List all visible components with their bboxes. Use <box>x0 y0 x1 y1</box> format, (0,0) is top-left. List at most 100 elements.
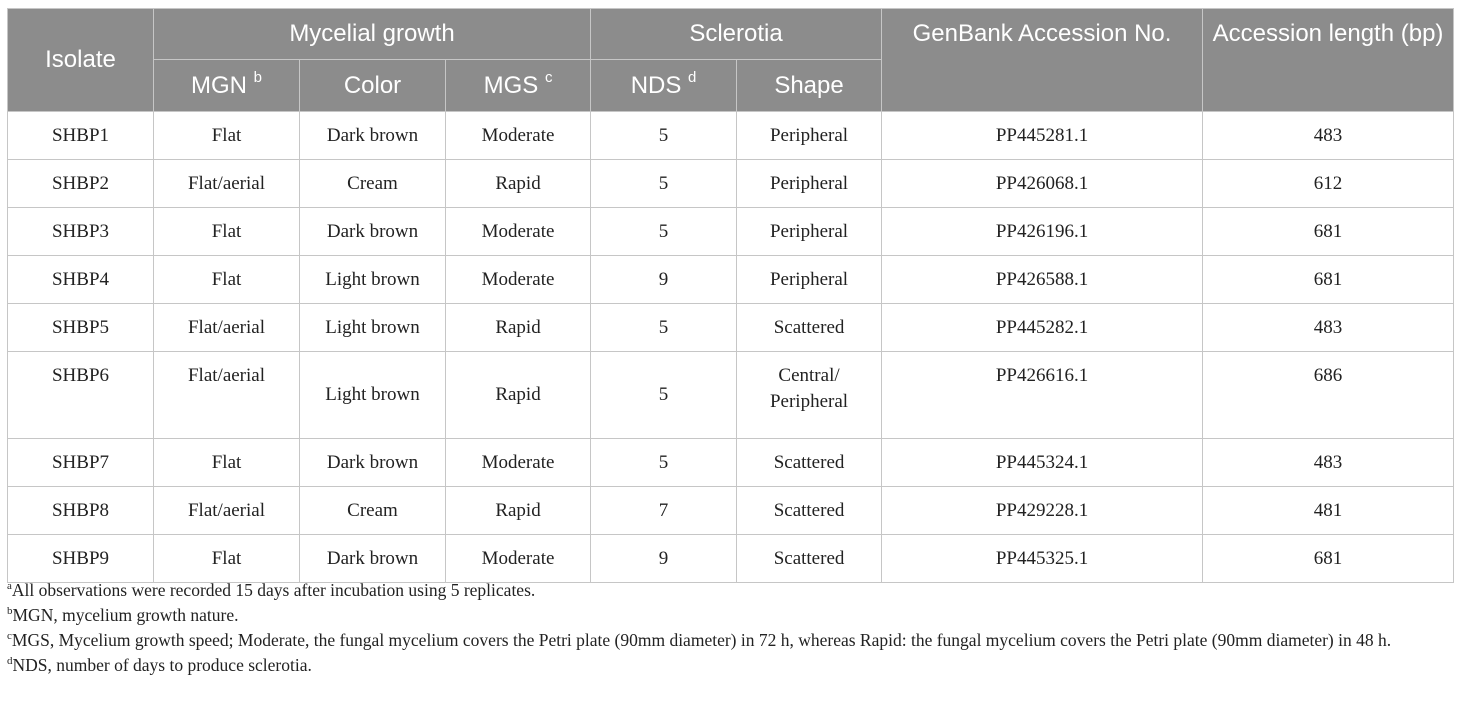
cell-color: Cream <box>299 159 446 208</box>
header-isolate: Isolate <box>7 8 154 112</box>
footnote: aAll observations were recorded 15 days … <box>7 578 1453 603</box>
cell-mgs: Moderate <box>444 255 592 304</box>
cell-genbank: PP429228.1 <box>881 486 1204 535</box>
table-row: SHBP6 Flat/aerial Light brown Rapid 5 Ce… <box>7 351 1455 439</box>
cell-mgn: Flat/aerial <box>153 159 300 208</box>
table-container: Isolate Mycelial growth Sclerotia GenBan… <box>7 8 1455 583</box>
cell-mgs: Moderate <box>444 207 592 256</box>
footnote: cMGS, Mycelium growth speed; Moderate, t… <box>7 628 1453 653</box>
cell-isolate: SHBP9 <box>7 534 154 583</box>
cell-mgs: Rapid <box>444 159 592 208</box>
cell-nds: 9 <box>590 255 738 304</box>
cell-shape: Scattered <box>736 438 883 487</box>
cell-genbank: PP445324.1 <box>881 438 1204 487</box>
cell-isolate: SHBP6 <box>7 351 154 439</box>
table-row: SHBP1 Flat Dark brown Moderate 5 Periphe… <box>7 111 1455 160</box>
header-mgn-footnote: b <box>253 68 262 86</box>
cell-shape-line-2: Peripheral <box>769 391 849 412</box>
cell-genbank: PP426068.1 <box>881 159 1204 208</box>
header-row-1: Isolate Mycelial growth Sclerotia GenBan… <box>7 8 1455 112</box>
cell-shape-line-1: Central/ <box>778 365 840 386</box>
cell-shape: Peripheral <box>736 159 883 208</box>
cell-length: 483 <box>1202 438 1455 487</box>
header-accession-length: Accession length (bp) <box>1202 8 1455 112</box>
cell-mgn: Flat/aerial <box>153 486 300 535</box>
cell-mgs: Moderate <box>444 111 592 160</box>
cell-shape: Scattered <box>736 534 883 583</box>
cell-mgs: Rapid <box>444 486 592 535</box>
cell-nds: 5 <box>590 159 738 208</box>
cell-nds: 5 <box>590 207 738 256</box>
cell-mgn: Flat/aerial <box>153 351 300 439</box>
table-row: SHBP4 Flat Light brown Moderate 9 Periph… <box>7 255 1455 304</box>
cell-mgn: Flat <box>153 111 300 160</box>
header-mgn-label: MGN <box>190 71 247 99</box>
cell-color: Light brown <box>299 351 446 439</box>
table-row: SHBP3 Flat Dark brown Moderate 5 Periphe… <box>7 207 1455 256</box>
cell-color: Dark brown <box>299 111 446 160</box>
cell-shape: Central/Peripheral <box>736 351 883 439</box>
cell-length: 681 <box>1202 255 1455 304</box>
cell-mgn: Flat <box>153 255 300 304</box>
table-row: SHBP9 Flat Dark brown Moderate 9 Scatter… <box>7 534 1455 583</box>
cell-mgs: Rapid <box>444 351 592 439</box>
cell-color: Dark brown <box>299 438 446 487</box>
cell-length: 612 <box>1202 159 1455 208</box>
footnote-text: All observations were recorded 15 days a… <box>11 580 536 600</box>
table-row: SHBP7 Flat Dark brown Moderate 5 Scatter… <box>7 438 1455 487</box>
cell-isolate: SHBP8 <box>7 486 154 535</box>
cell-color: Light brown <box>299 303 446 352</box>
cell-genbank: PP426616.1 <box>881 351 1204 439</box>
cell-nds: 9 <box>590 534 738 583</box>
cell-color: Light brown <box>299 255 446 304</box>
cell-mgs: Moderate <box>444 438 592 487</box>
footnote: bMGN, mycelium growth nature. <box>7 603 1453 628</box>
cell-nds: 5 <box>590 303 738 352</box>
cell-isolate: SHBP7 <box>7 438 154 487</box>
cell-shape: Peripheral <box>736 111 883 160</box>
header-shape: Shape <box>736 59 883 112</box>
header-mgs-footnote: c <box>544 68 553 86</box>
cell-isolate: SHBP2 <box>7 159 154 208</box>
table-row: SHBP8 Flat/aerial Cream Rapid 7 Scattere… <box>7 486 1455 535</box>
cell-color: Cream <box>299 486 446 535</box>
cell-shape: Peripheral <box>736 255 883 304</box>
cell-genbank: PP445282.1 <box>881 303 1204 352</box>
cell-genbank: PP445281.1 <box>881 111 1204 160</box>
footnote-mark: c <box>7 630 12 643</box>
header-mgn: MGN b <box>153 59 300 112</box>
header-mgs-label: MGS <box>483 71 539 99</box>
footnote-mark: b <box>7 605 13 618</box>
cell-nds: 7 <box>590 486 738 535</box>
cell-length: 686 <box>1202 351 1455 439</box>
header-genbank: GenBank Accession No. <box>881 8 1204 112</box>
footnote-mark: a <box>7 580 12 593</box>
cell-isolate: SHBP1 <box>7 111 154 160</box>
cell-length: 483 <box>1202 111 1455 160</box>
footnote-text: MGS, Mycelium growth speed; Moderate, th… <box>11 630 1392 650</box>
cell-isolate: SHBP4 <box>7 255 154 304</box>
cell-isolate: SHBP3 <box>7 207 154 256</box>
cell-length: 483 <box>1202 303 1455 352</box>
table-row: SHBP2 Flat/aerial Cream Rapid 5 Peripher… <box>7 159 1455 208</box>
cell-nds: 5 <box>590 438 738 487</box>
header-nds: NDS d <box>590 59 738 112</box>
cell-nds: 5 <box>590 351 738 439</box>
cell-genbank: PP426196.1 <box>881 207 1204 256</box>
cell-isolate: SHBP5 <box>7 303 154 352</box>
cell-color: Dark brown <box>299 534 446 583</box>
table-footnotes: aAll observations were recorded 15 days … <box>7 578 1453 678</box>
cell-mgn: Flat/aerial <box>153 303 300 352</box>
cell-length: 481 <box>1202 486 1455 535</box>
header-mgs: MGS c <box>444 59 592 112</box>
cell-length: 681 <box>1202 534 1455 583</box>
cell-shape: Peripheral <box>736 207 883 256</box>
table-row: SHBP5 Flat/aerial Light brown Rapid 5 Sc… <box>7 303 1455 352</box>
header-nds-footnote: d <box>688 68 697 86</box>
header-nds-label: NDS <box>630 71 682 99</box>
footnote: dNDS, number of days to produce scleroti… <box>7 653 1453 678</box>
cell-mgs: Moderate <box>444 534 592 583</box>
header-mycelial-growth: Mycelial growth <box>152 8 592 60</box>
cell-genbank: PP426588.1 <box>881 255 1204 304</box>
